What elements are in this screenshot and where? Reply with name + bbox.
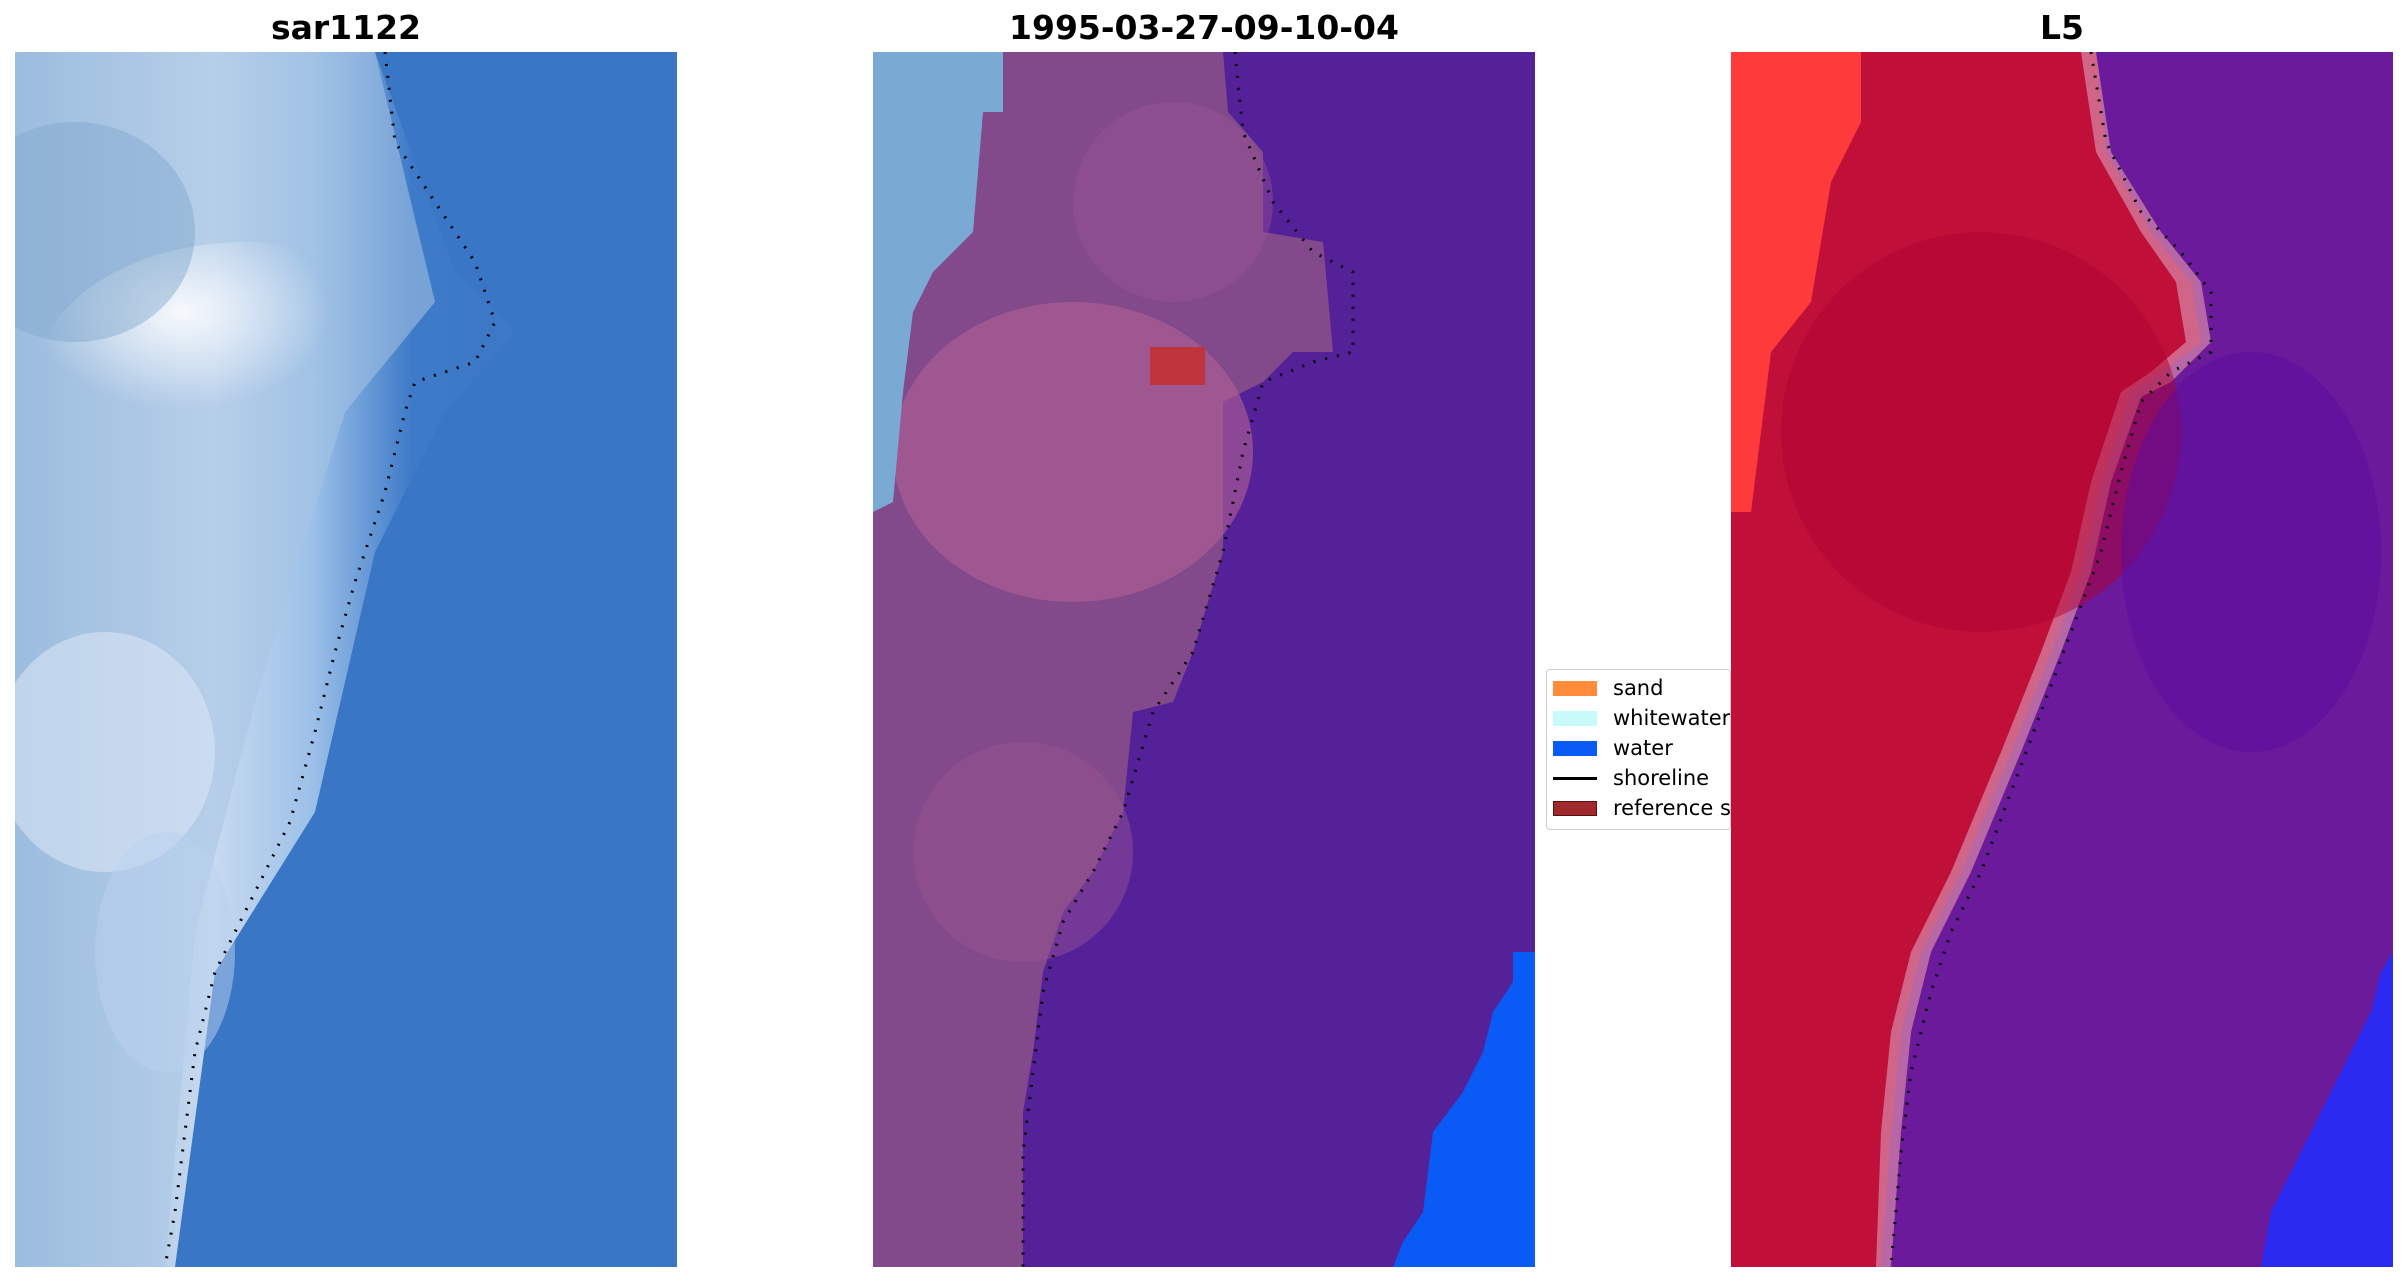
- legend-item-shoreline: shoreline: [1553, 763, 1709, 793]
- sand-swatch: [1553, 680, 1597, 696]
- legend-label: shoreline: [1613, 766, 1710, 790]
- reference-patch: [1150, 347, 1205, 385]
- panel-title-rgb: sar1122: [270, 8, 422, 47]
- false-color-panel: [1731, 52, 2393, 1267]
- legend-item-whitewater: whitewater: [1553, 703, 1730, 733]
- reference-swatch: [1553, 800, 1597, 816]
- legend-item-reference: reference s: [1553, 793, 1731, 823]
- panel-title-date: 1995-03-27-09-10-04: [1009, 8, 1399, 47]
- panel-title-l5: L5: [2040, 8, 2084, 47]
- classification-image: [873, 52, 1535, 1267]
- classification-panel: [873, 52, 1535, 1267]
- legend-label: sand: [1613, 676, 1664, 700]
- legend-label: whitewater: [1613, 706, 1731, 730]
- rgb-image: [15, 52, 677, 1267]
- legend-label: water: [1613, 736, 1673, 760]
- shoreline-swatch: [1553, 776, 1597, 780]
- water-swatch: [1553, 740, 1597, 756]
- legend-label: reference s: [1613, 796, 1731, 820]
- legend: sand whitewater water shoreline referenc…: [1546, 669, 1731, 830]
- whitewater-swatch: [1553, 710, 1597, 726]
- legend-item-water: water: [1553, 733, 1673, 763]
- rgb-image-panel: [15, 52, 677, 1267]
- legend-item-sand: sand: [1553, 673, 1663, 703]
- false-color-image: [1731, 52, 2393, 1267]
